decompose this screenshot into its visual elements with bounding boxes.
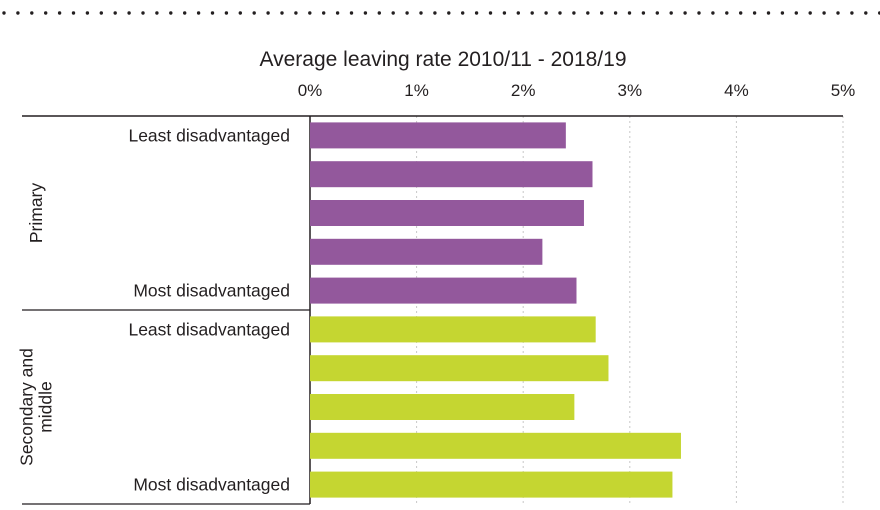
bar: [310, 277, 577, 304]
border-dot: [752, 11, 757, 15]
x-tick-label: 0%: [298, 81, 323, 100]
border-dot: [683, 11, 687, 15]
border-dot: [363, 11, 368, 15]
border-dot: [266, 11, 270, 15]
bar: [310, 471, 673, 498]
border-dot: [864, 11, 868, 15]
border-dot: [669, 11, 673, 15]
bar: [310, 238, 543, 265]
border-dot: [377, 11, 381, 15]
category-label: Most disadvantaged: [133, 281, 290, 301]
border-dot: [252, 11, 256, 15]
border-dot: [113, 11, 117, 15]
border-dot: [280, 11, 284, 15]
border-dot: [516, 11, 520, 15]
border-dot: [697, 11, 701, 15]
border-dot: [224, 11, 229, 15]
border-dot: [127, 11, 131, 15]
border-dot: [210, 11, 215, 15]
category-label: Least disadvantaged: [128, 125, 290, 145]
border-dot: [572, 11, 576, 15]
border-dot: [850, 11, 854, 15]
chart-title: Average leaving rate 2010/11 - 2018/19: [260, 48, 627, 71]
border-dot: [780, 11, 785, 15]
border-dot: [30, 11, 34, 15]
bar: [310, 355, 609, 382]
border-dot: [71, 11, 76, 15]
border-dot: [488, 11, 493, 15]
border-dot: [169, 11, 173, 15]
border-dot: [294, 11, 298, 15]
border-dot: [627, 11, 632, 15]
border-dot: [2, 11, 6, 15]
border-dot: [99, 11, 104, 15]
border-dot: [349, 11, 354, 15]
group-label: Primary: [26, 183, 46, 244]
border-dot: [655, 11, 659, 15]
border-dot: [183, 11, 187, 15]
border-dot: [461, 11, 465, 15]
bar: [310, 432, 681, 459]
border-dot: [141, 11, 145, 15]
x-tick-label: 5%: [831, 81, 856, 100]
border-dot: [739, 11, 743, 15]
border-dot: [613, 11, 618, 15]
border-dot: [808, 11, 812, 15]
bar: [310, 122, 566, 149]
bar: [310, 394, 575, 420]
border-dot: [711, 11, 715, 15]
border-dot: [419, 11, 423, 15]
border-dot: [600, 11, 604, 15]
border-dot: [155, 11, 159, 15]
x-tick-label: 3%: [618, 81, 643, 100]
x-axis-ticks: 0% 1% 2% 3% 4% 5%: [298, 81, 856, 100]
border-dot: [558, 11, 562, 15]
x-tick-label: 2%: [511, 81, 536, 100]
category-labels: Least disadvantaged Most disadvantaged Lea…: [128, 125, 290, 494]
border-dot: [196, 11, 201, 15]
x-tick-label: 4%: [724, 81, 749, 100]
x-tick-label: 1%: [404, 81, 429, 100]
border-dot: [308, 11, 312, 15]
category-label: Most disadvantaged: [133, 475, 290, 495]
border-dot: [238, 11, 242, 15]
border-dot: [794, 11, 798, 15]
border-dot: [44, 11, 48, 15]
category-label: Least disadvantaged: [128, 319, 290, 339]
border-dot: [405, 11, 409, 15]
group-label: middle: [36, 381, 56, 433]
border-dot: [544, 11, 548, 15]
border-dot: [447, 11, 451, 15]
bar: [310, 161, 593, 188]
border-dot: [641, 11, 646, 15]
border-dot: [16, 11, 20, 15]
border-dot: [57, 11, 62, 15]
group-labels: Primary Secondary and middle: [17, 183, 56, 466]
dotted-top-border: [2, 11, 880, 15]
border-dot: [391, 11, 395, 15]
border-dot: [586, 11, 590, 15]
border-dot: [725, 11, 729, 15]
border-dot: [822, 11, 826, 15]
border-dot: [322, 11, 326, 15]
border-dot: [433, 11, 437, 15]
bars: [310, 122, 681, 498]
border-dot: [766, 11, 771, 15]
border-dot: [85, 11, 90, 15]
bar: [310, 200, 584, 226]
border-dot: [836, 11, 840, 15]
group-label: Secondary and: [17, 348, 37, 466]
border-dot: [530, 11, 534, 15]
border-dot: [474, 11, 479, 15]
border-dot: [502, 11, 507, 15]
bar: [310, 316, 596, 343]
border-dot: [335, 11, 340, 15]
